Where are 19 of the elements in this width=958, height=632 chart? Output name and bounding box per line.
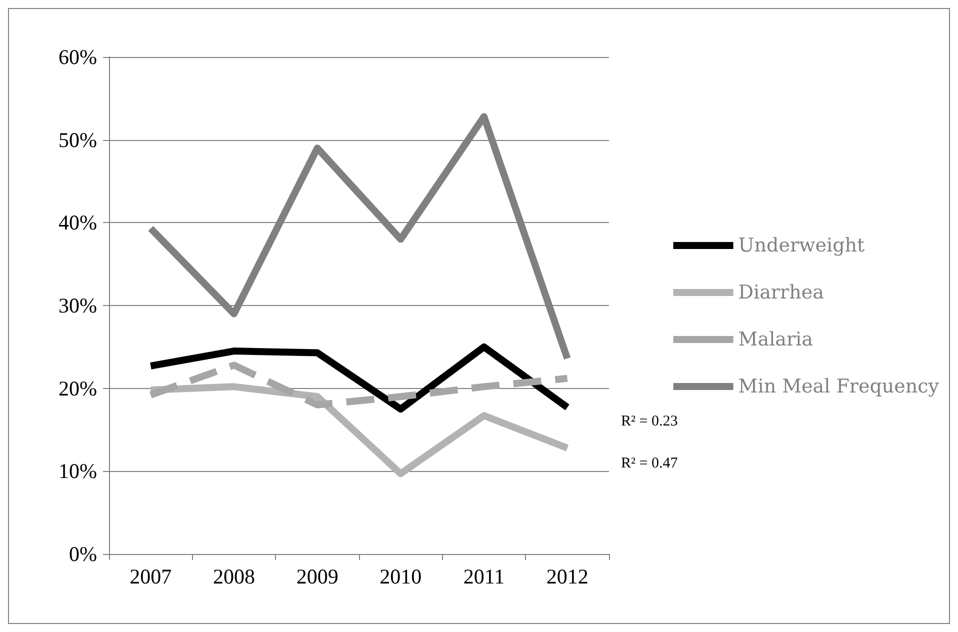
y-tick-label: 20% [58, 376, 97, 400]
y-tick-label: 40% [58, 210, 97, 235]
legend-label: Min Meal Frequency [738, 376, 940, 398]
x-tick-label: 2007 [130, 564, 172, 588]
x-tick-label: 2009 [296, 564, 338, 588]
y-tick-label: 10% [58, 459, 97, 484]
legend-label: Underweight [738, 234, 866, 256]
y-tick-label: 50% [58, 128, 97, 152]
y-tick-label: 0% [69, 542, 97, 566]
x-tick-label: 2012 [546, 564, 588, 588]
y-tick-label: 60% [58, 45, 97, 69]
text: R² = 0.23 [621, 414, 678, 430]
x-tick-label: 2011 [463, 564, 505, 588]
y-tick-label: 30% [58, 294, 97, 318]
x-tick-label: 2010 [380, 564, 422, 588]
text: R² = 0.47 [621, 456, 678, 472]
legend-label: Diarrhea [738, 282, 824, 304]
legend-label: Malaria [738, 328, 813, 350]
x-tick-label: 2008 [213, 564, 255, 588]
